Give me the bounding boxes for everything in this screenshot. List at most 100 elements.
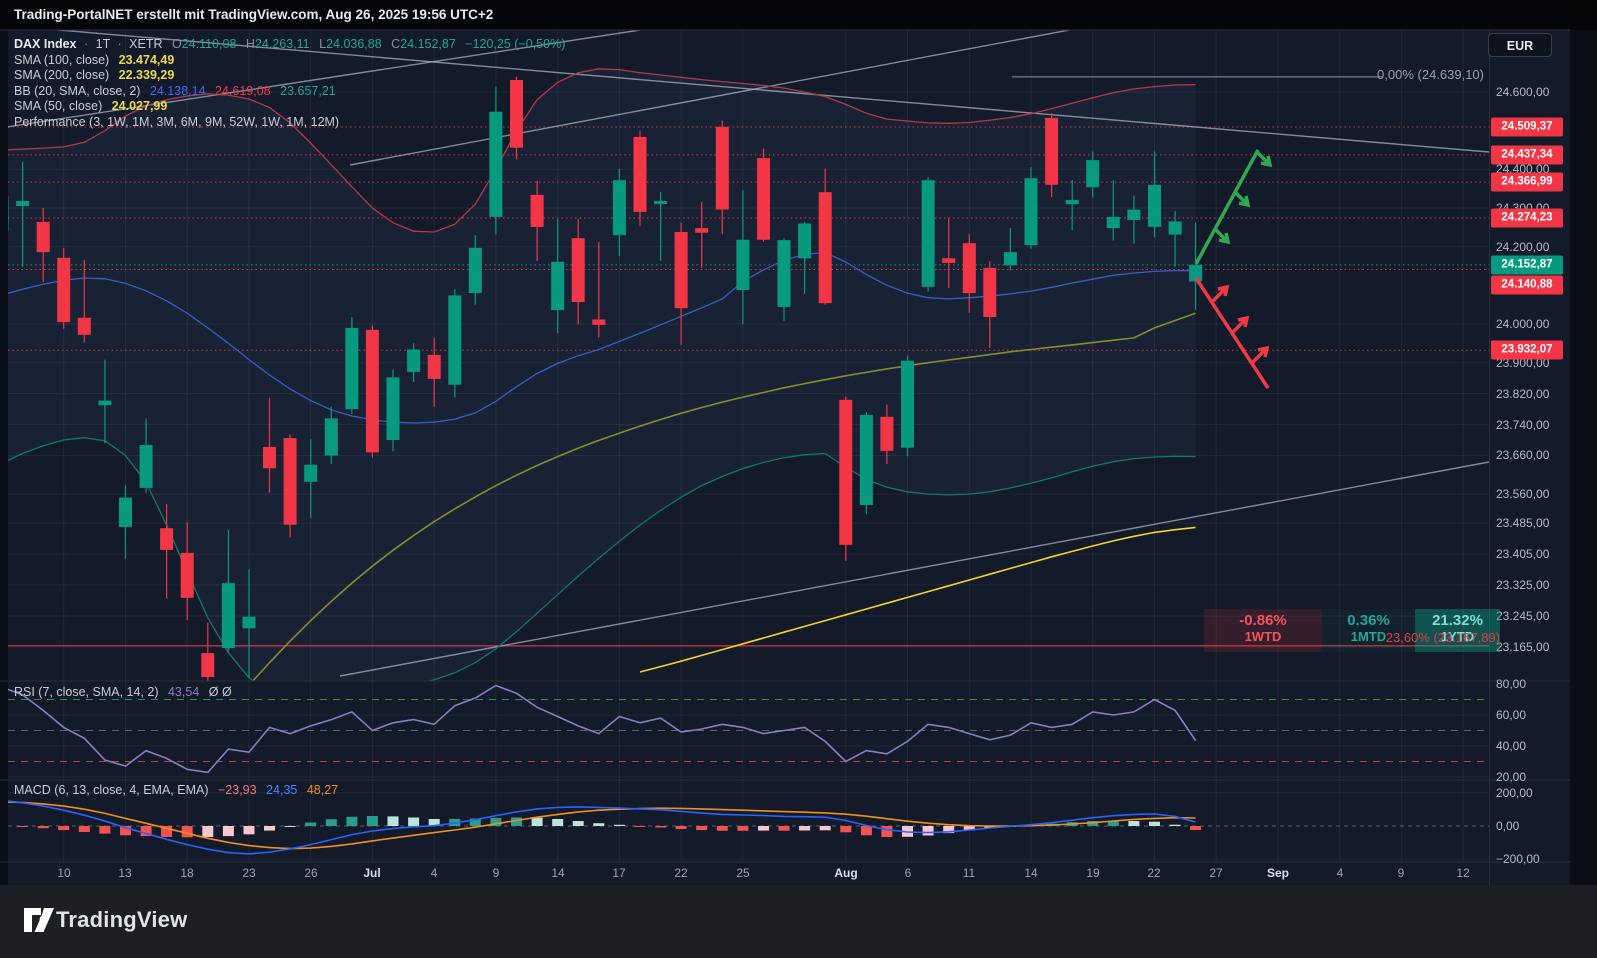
legend-sma50-row[interactable]: SMA (50, close) 24.027,99	[14, 99, 168, 114]
candle	[1148, 151, 1161, 238]
candle	[489, 86, 503, 235]
trendline	[50, 30, 1489, 153]
time-label: Aug	[834, 866, 858, 880]
time-label: 10	[57, 866, 71, 880]
candle	[859, 412, 873, 515]
candle	[674, 222, 688, 345]
candle	[365, 325, 379, 458]
macd-legend[interactable]: MACD (6, 13, close, 4, EMA, EMA) −23,93 …	[14, 783, 339, 797]
candle	[818, 168, 832, 305]
trendline	[339, 461, 1489, 677]
candle	[263, 397, 276, 493]
candle	[901, 355, 914, 457]
candle	[983, 261, 997, 348]
price-tick: 23.245,00	[1496, 608, 1550, 623]
ohlc-open: O24.110,08	[172, 37, 237, 51]
candle	[654, 191, 668, 261]
bb-upper-value: 24.619,08	[215, 83, 271, 98]
symbol-name: DAX Index	[14, 37, 77, 51]
price-tick: 23.820,00	[1496, 386, 1550, 401]
candle	[139, 418, 153, 493]
rsi-tick: 20,00	[1496, 770, 1527, 784]
change-value: −120,25 (−0,50%)	[465, 37, 566, 51]
candle	[1168, 211, 1182, 267]
time-label: 23	[242, 866, 256, 880]
currency-button[interactable]: EUR	[1488, 33, 1552, 57]
price-tick: 23.405,00	[1496, 547, 1550, 562]
performance-cell-1mtd: 0.36% 1MTD	[1322, 609, 1415, 652]
price-tick: 23.560,00	[1496, 487, 1550, 502]
price-tick: 24.000,00	[1496, 317, 1550, 331]
timeframe[interactable]: 1T	[95, 37, 111, 51]
legend: DAX Index · 1T · XETR O24.110,08 H24.263…	[14, 37, 565, 131]
candle	[427, 337, 441, 407]
bullish-scenario-arrow[interactable]	[1194, 149, 1273, 265]
sma100-value: 23.474,49	[118, 52, 175, 67]
candle	[57, 248, 71, 329]
rsi-line	[8, 684, 1197, 774]
time-label: 4	[430, 866, 438, 880]
sma50-line	[251, 312, 1196, 681]
tradingview-brand[interactable]: TradingView	[56, 907, 188, 932]
candle	[777, 238, 791, 321]
legend-bb-row[interactable]: BB (20, SMA, close, 2) 24.138,14 24.619,…	[14, 83, 336, 98]
trendline	[8, 30, 641, 128]
bearish-scenario-arrow[interactable]	[1194, 277, 1270, 389]
bb-lower-value: 23.657,21	[280, 83, 336, 98]
candle	[1086, 151, 1100, 198]
candle	[962, 234, 976, 313]
last-price-tag: 24.152,87	[1491, 255, 1563, 275]
price-alert-tag: 24.366,99	[1491, 172, 1563, 192]
price-tick: 24.200,00	[1496, 239, 1550, 254]
candle	[324, 406, 338, 464]
time-label: 14	[1024, 866, 1038, 880]
rsi-legend[interactable]: RSI (7, close, SMA, 14, 2) 43,54 Ø Ø	[14, 685, 232, 699]
rsi-tick: 60,00	[1496, 708, 1527, 722]
candle	[8, 196, 9, 232]
legend-performance-row[interactable]: Performance (3, 1W, 1M, 3M, 6M, 9M, 52W,…	[14, 114, 340, 129]
ohlc-high: H24.263,11	[245, 37, 310, 51]
macd-main-line	[8, 800, 1196, 855]
macd-tick: 200,00	[1496, 785, 1533, 800]
candle	[921, 177, 935, 292]
performance-cell-1wtd: -0.86% 1WTD	[1204, 609, 1322, 652]
candle	[201, 622, 215, 681]
price-alert-tag: 24.140,88	[1491, 275, 1563, 295]
sma200-value: 22.339,29	[118, 68, 175, 83]
time-label: 9	[492, 866, 500, 880]
candle	[283, 434, 297, 538]
macd-signal-line	[8, 801, 1196, 850]
macd-tick: 0,00	[1496, 819, 1520, 833]
time-label: 22	[674, 866, 688, 880]
zero-percent-label: 0,00% (24.639,10)	[1377, 67, 1484, 82]
ohlc-close: C24.152,87	[391, 37, 456, 51]
candle	[407, 343, 421, 382]
candle	[715, 120, 729, 235]
time-label: 14	[551, 866, 565, 880]
legend-symbol-row[interactable]: DAX Index · 1T · XETR O24.110,08 H24.263…	[14, 37, 566, 51]
time-label: 9	[1397, 866, 1405, 880]
candle	[98, 359, 112, 444]
candle	[880, 404, 894, 464]
trendline	[349, 30, 1074, 166]
legend-sma200-row[interactable]: SMA (200, close) 22.339,29	[14, 68, 175, 83]
time-label: 17	[612, 866, 626, 880]
time-label: 19	[1086, 866, 1100, 880]
price-tick: 23.165,00	[1496, 639, 1550, 654]
price-tick: 23.660,00	[1496, 448, 1550, 463]
candle	[551, 218, 565, 334]
candle	[612, 168, 626, 257]
performance-cell-1ytd: 21.32% 1YTD	[1415, 609, 1500, 652]
sma100-line	[639, 526, 1196, 673]
time-label: 26	[304, 866, 318, 880]
candle	[180, 522, 194, 621]
time-label: 12	[1456, 866, 1470, 880]
candle	[1106, 180, 1120, 241]
time-label: Jul	[363, 866, 381, 880]
legend-sma100-row[interactable]: SMA (100, close) 23.474,49	[14, 52, 175, 67]
candle	[1127, 195, 1141, 244]
tradingview-logo-icon[interactable]	[24, 907, 54, 933]
candle	[36, 208, 50, 283]
